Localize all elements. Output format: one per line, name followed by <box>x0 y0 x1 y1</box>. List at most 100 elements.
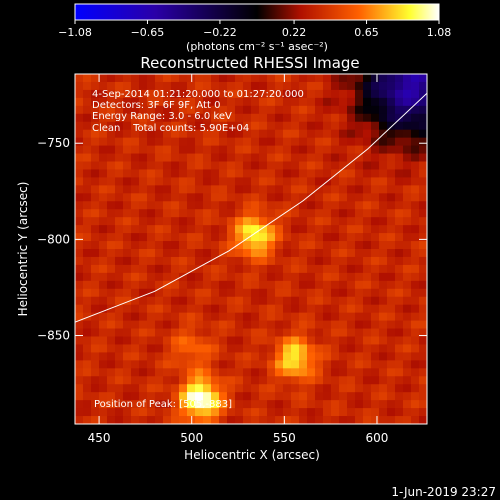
heatmap-cell <box>419 304 427 314</box>
heatmap-cell <box>243 169 252 178</box>
heatmap-cell <box>243 264 252 274</box>
heatmap-cell <box>259 249 268 258</box>
heatmap-cell <box>235 400 244 409</box>
heatmap-cell <box>347 81 356 91</box>
heatmap-cell <box>195 344 204 353</box>
heatmap-cell <box>315 209 324 218</box>
heatmap-cell <box>299 89 308 99</box>
heatmap-cell <box>339 217 348 226</box>
heatmap-cell <box>259 384 268 393</box>
heatmap-cell <box>331 384 340 393</box>
heatmap-cell <box>227 105 236 115</box>
heatmap-cell <box>387 81 396 91</box>
heatmap-cell <box>283 145 292 154</box>
heatmap-cell <box>139 209 148 218</box>
heatmap-cell <box>291 145 300 154</box>
heatmap-cell <box>227 400 236 409</box>
heatmap-cell <box>331 225 340 234</box>
heatmap-cell <box>371 392 380 401</box>
heatmap-cell <box>195 352 204 361</box>
heatmap-cell <box>107 304 116 314</box>
heatmap-cell <box>187 137 196 146</box>
heatmap-cell <box>123 320 132 329</box>
heatmap-cell <box>371 113 380 123</box>
heatmap-cell <box>339 241 348 250</box>
heatmap-cell <box>211 280 220 290</box>
heatmap-cell <box>147 129 156 139</box>
heatmap-cell <box>387 328 396 337</box>
heatmap-cell <box>179 169 188 178</box>
heatmap-cell <box>291 121 300 131</box>
heatmap-cell <box>115 193 124 202</box>
heatmap-cell <box>131 129 140 139</box>
heatmap-cell <box>307 368 316 377</box>
heatmap-cell <box>419 81 427 91</box>
heatmap-cell <box>75 376 84 385</box>
heatmap-cell <box>131 352 140 361</box>
heatmap-cell <box>291 272 300 282</box>
heatmap-cell <box>291 97 300 107</box>
heatmap-cell <box>283 360 292 369</box>
heatmap-cell <box>91 145 100 154</box>
heatmap-cell <box>187 392 196 401</box>
heatmap-cell <box>315 304 324 314</box>
heatmap-cell <box>347 368 356 377</box>
footer-date: 1-Jun-2019 23:27 <box>391 485 496 499</box>
heatmap-cell <box>331 312 340 321</box>
heatmap-cell <box>123 352 132 361</box>
heatmap-cell <box>395 217 404 226</box>
heatmap-cell <box>99 336 108 345</box>
heatmap-cell <box>147 169 156 178</box>
heatmap-cell <box>387 201 396 210</box>
heatmap-cell <box>155 129 164 139</box>
heatmap-cell <box>147 392 156 401</box>
heatmap-cell <box>171 304 180 314</box>
heatmap-cell <box>251 137 260 146</box>
heatmap-cell <box>155 264 164 274</box>
heatmap-cell <box>107 400 116 409</box>
heatmap-cell <box>211 384 220 393</box>
heatmap-cell <box>219 376 228 385</box>
heatmap-cell <box>307 280 316 290</box>
heatmap-cell <box>163 264 172 274</box>
heatmap-cell <box>339 153 348 162</box>
heatmap-cell <box>107 153 116 162</box>
heatmap-cell <box>91 368 100 377</box>
heatmap-cell <box>171 129 180 139</box>
heatmap-cell <box>339 360 348 369</box>
heatmap-cell <box>91 161 100 170</box>
heatmap-cell <box>387 352 396 361</box>
heatmap-cell <box>243 368 252 377</box>
heatmap-cell <box>99 233 108 242</box>
heatmap-cell <box>203 304 212 314</box>
heatmap-cell <box>363 416 372 424</box>
heatmap-cell <box>323 201 332 210</box>
heatmap-cell <box>235 113 244 123</box>
heatmap-cell <box>403 296 412 306</box>
heatmap-cell <box>275 177 284 186</box>
heatmap-cell <box>291 217 300 226</box>
heatmap-cell <box>339 201 348 210</box>
heatmap-cell <box>259 113 268 123</box>
heatmap-cell <box>99 161 108 170</box>
heatmap-cell <box>275 320 284 329</box>
heatmap-cell <box>107 264 116 274</box>
heatmap-cell <box>131 233 140 242</box>
heatmap-cell <box>387 368 396 377</box>
heatmap-cell <box>211 296 220 306</box>
heatmap-cell <box>347 360 356 369</box>
heatmap-cell <box>155 233 164 242</box>
heatmap-cell <box>331 368 340 377</box>
heatmap-cell <box>83 161 92 170</box>
heatmap-cell <box>299 209 308 218</box>
heatmap-cell <box>155 169 164 178</box>
heatmap-cell <box>235 336 244 345</box>
heatmap-cell <box>403 105 412 115</box>
heatmap-cell <box>379 272 388 282</box>
heatmap-cell <box>275 217 284 226</box>
heatmap-cell <box>75 89 84 99</box>
heatmap-cell <box>259 81 268 91</box>
heatmap-cell <box>235 320 244 329</box>
heatmap-cell <box>267 312 276 321</box>
heatmap-cell <box>123 241 132 250</box>
